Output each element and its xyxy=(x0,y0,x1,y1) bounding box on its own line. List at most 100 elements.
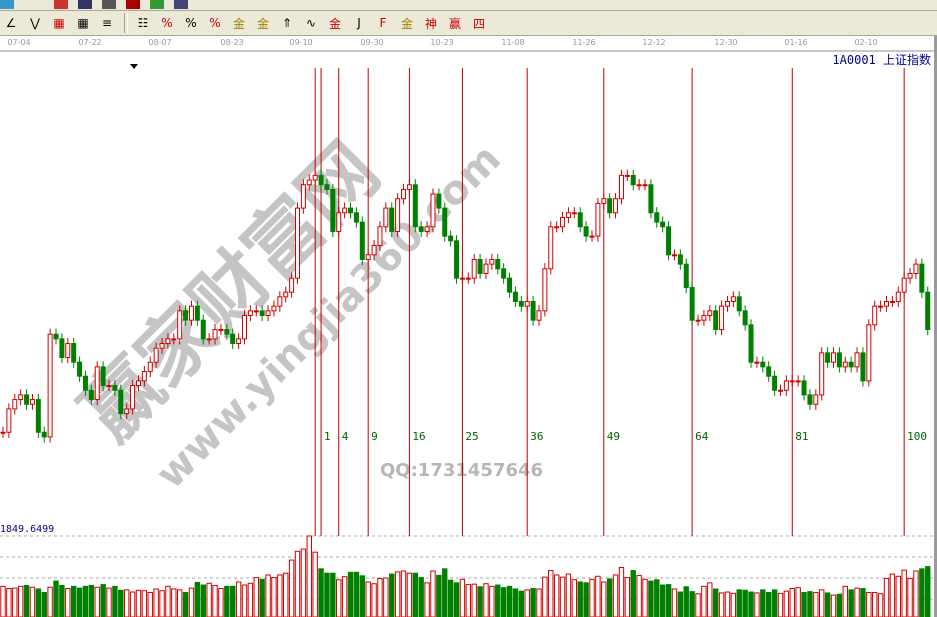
volume-bar xyxy=(141,590,148,617)
gold-fan-icon[interactable]: 金 xyxy=(400,16,413,31)
candle-up xyxy=(907,272,913,279)
candle-up xyxy=(171,338,177,341)
volume-bar xyxy=(465,584,472,617)
f-lines-icon[interactable]: F xyxy=(379,16,387,30)
gold-red-icon[interactable]: 金 xyxy=(328,16,341,31)
volume-bar xyxy=(518,590,525,617)
candle-up xyxy=(147,361,153,373)
volume-bar xyxy=(118,589,124,617)
candle-up xyxy=(135,380,141,387)
volume-bar xyxy=(288,559,295,617)
calendar-icon[interactable] xyxy=(54,0,68,9)
j-lines-icon[interactable]: J xyxy=(357,16,361,30)
edit-icon[interactable] xyxy=(102,0,116,9)
volume-bar xyxy=(748,591,754,617)
candle-up xyxy=(94,366,100,401)
line-draw-icon[interactable]: ∠ xyxy=(5,16,17,30)
candle-down xyxy=(836,352,842,368)
volume-bar xyxy=(6,588,12,617)
volume-bar xyxy=(347,571,354,617)
candle-up xyxy=(406,184,412,190)
candle-up xyxy=(895,291,901,303)
candle-up xyxy=(365,254,371,260)
volume-bar xyxy=(877,593,884,617)
volume-bar xyxy=(135,589,142,617)
volume-bar xyxy=(53,580,59,617)
volume-bar xyxy=(442,568,448,617)
candle-down xyxy=(412,184,418,228)
gold-lines-icon[interactable]: 金 xyxy=(256,16,269,31)
rocket-icon[interactable]: ⇑ xyxy=(281,16,293,30)
volume-bar xyxy=(577,581,583,617)
volume-bar xyxy=(300,548,307,617)
volume-bar xyxy=(277,574,283,617)
volume-bar xyxy=(548,570,554,617)
dropdown-arrow-icon[interactable] xyxy=(130,64,138,69)
ying-fan-icon[interactable]: 赢 xyxy=(448,16,461,31)
candle-down xyxy=(742,310,748,326)
grid-black-icon[interactable]: ▦ xyxy=(77,16,89,30)
list-icon[interactable]: ☷ xyxy=(137,16,149,30)
candle-down xyxy=(689,286,695,321)
volume-bar xyxy=(671,588,678,617)
volume-bar xyxy=(536,588,542,617)
candle-down xyxy=(801,380,807,396)
time-cycle-label: 25 xyxy=(465,430,478,443)
volume-bar xyxy=(324,572,330,617)
candle-down xyxy=(318,174,324,186)
truck-icon[interactable] xyxy=(174,0,188,9)
save-icon[interactable] xyxy=(126,0,140,9)
candle-up xyxy=(300,184,306,209)
candle-down xyxy=(648,184,654,214)
candle-down xyxy=(194,305,200,321)
globe-icon[interactable] xyxy=(150,0,164,9)
volume-bar xyxy=(241,584,248,617)
candle-up xyxy=(872,305,878,326)
si-fan-icon[interactable]: 四 xyxy=(472,16,485,31)
candle-up xyxy=(371,244,377,256)
grid-red-icon[interactable]: ▦ xyxy=(53,16,65,30)
volume-bar xyxy=(766,591,772,617)
gold-circle-icon[interactable]: 金 xyxy=(232,16,245,31)
candle-down xyxy=(448,235,454,242)
candle-up xyxy=(589,235,595,238)
candle-down xyxy=(77,361,83,377)
scrollbar-edge[interactable] xyxy=(934,36,937,617)
parallel-lines-icon[interactable]: ≡ xyxy=(101,16,113,30)
candle-up xyxy=(430,193,436,228)
candle-down xyxy=(41,431,47,438)
volume-bar xyxy=(636,574,642,617)
volume-bar xyxy=(648,580,654,617)
zigzag-icon[interactable]: ⋁ xyxy=(30,16,40,30)
candle-up xyxy=(724,301,730,307)
volume-bar xyxy=(589,578,595,617)
volume-bar xyxy=(453,582,460,617)
shen-fan-icon[interactable]: 神 xyxy=(424,16,437,31)
candle-down xyxy=(660,221,666,228)
volume-bar xyxy=(100,584,106,617)
volume-bar xyxy=(389,573,395,617)
candle-up xyxy=(247,310,253,317)
volume-bar xyxy=(41,591,47,617)
candle-down xyxy=(530,301,536,321)
volume-bar xyxy=(306,535,312,617)
grid-icon[interactable] xyxy=(78,0,92,9)
candle-up xyxy=(889,301,895,303)
volume-bar xyxy=(860,588,866,617)
percent-icon[interactable]: % xyxy=(185,16,197,30)
volume-bar xyxy=(447,579,454,617)
percent-red-icon[interactable]: % xyxy=(209,16,221,30)
volume-bar xyxy=(777,592,784,617)
volume-bar xyxy=(88,584,95,617)
candle-up xyxy=(595,202,601,237)
date-label: 07-22 xyxy=(78,38,102,47)
time-cycle-label: 49 xyxy=(607,430,620,443)
percent-line-icon[interactable]: % xyxy=(161,16,173,30)
candle-up xyxy=(336,212,342,232)
candle-up xyxy=(471,258,477,279)
candle-up xyxy=(401,188,407,200)
chart-icon[interactable] xyxy=(0,0,14,9)
candle-up xyxy=(878,305,884,308)
watermark-qq: QQ:1731457646 xyxy=(380,460,544,481)
wave-icon[interactable]: ∿ xyxy=(305,16,317,30)
